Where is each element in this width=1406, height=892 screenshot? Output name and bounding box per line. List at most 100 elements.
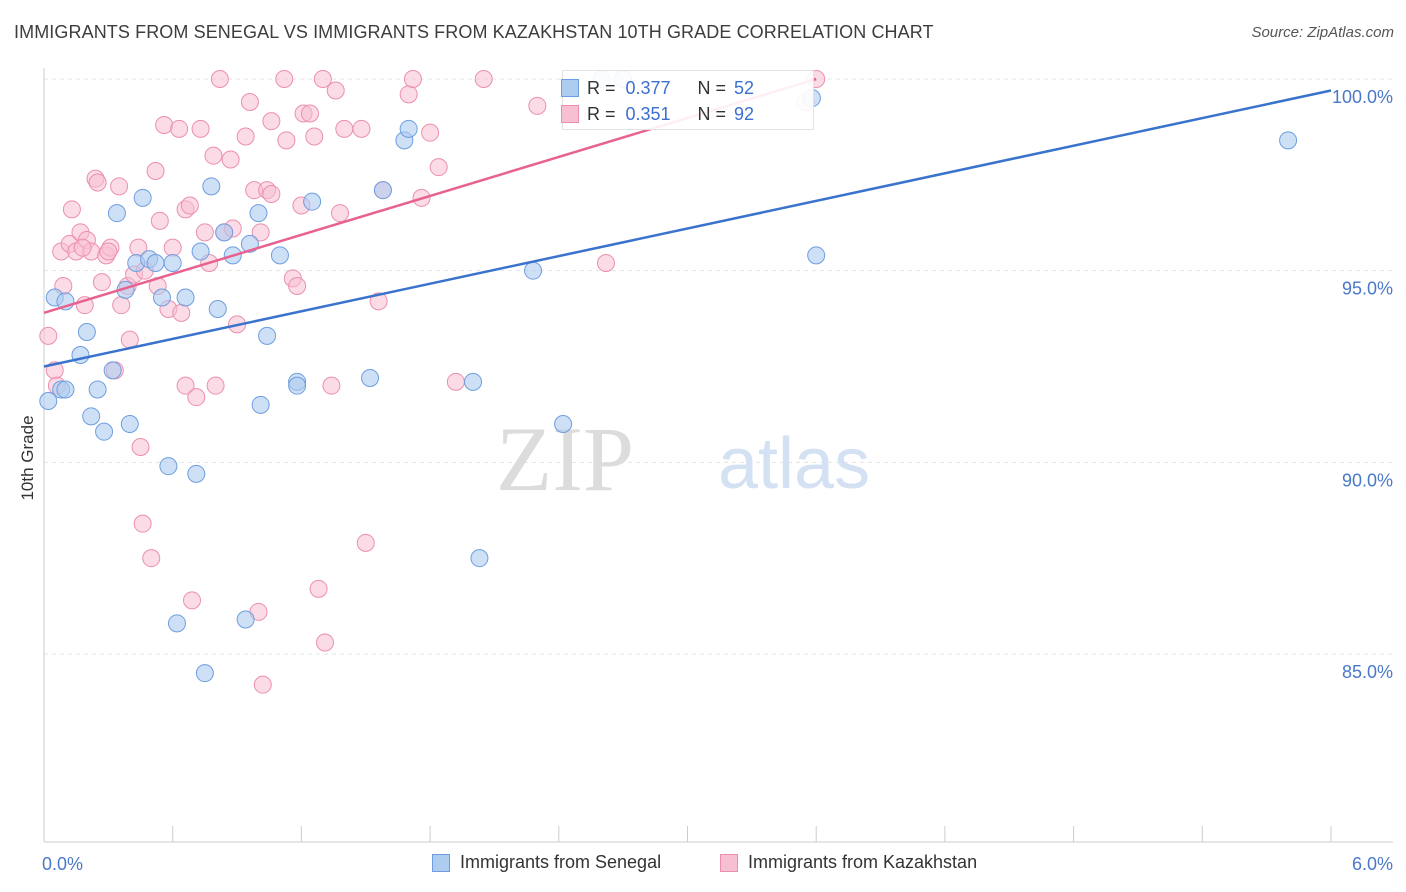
x-tick-label: 0.0% [42,854,83,874]
kazakhstan-point [131,438,150,456]
stats-row-senegal: R = 0.377 N = 52 [561,75,754,101]
senegal-point [187,464,206,483]
stats-n-label: N = [697,77,727,98]
senegal-point [146,254,165,272]
kazakhstan-point [446,372,465,391]
senegal-point [373,181,392,200]
senegal-point [399,119,418,138]
kazakhstan-point [322,376,341,395]
kazakhstan-point [331,204,350,223]
kazakhstan-point [180,196,199,215]
senegal-point [88,380,107,399]
stats-n-label: N = [697,103,727,124]
kazakhstan-point [253,675,272,694]
y-tick-label: 100.0% [1332,87,1393,107]
kazakhstan-point [170,119,189,138]
kazakhstan-point [277,131,296,150]
watermark-atlas: atlas [718,424,870,504]
stats-swatch-senegal [561,79,579,97]
legend-swatch-kazakhstan [720,853,738,872]
senegal-point [208,300,227,318]
stats-r-label: R = [587,103,616,124]
senegal-point [159,457,178,476]
y-tick-label: 90.0% [1342,470,1393,490]
kazakhstan-point [429,158,448,177]
kazakhstan-point [163,238,182,257]
senegal-point [56,380,75,399]
kazakhstan-point [133,514,152,533]
senegal-point [95,422,114,441]
kazakhstan-point [300,104,319,123]
senegal-point [163,254,182,272]
senegal-point [464,372,482,391]
kazakhstan-point [176,376,195,395]
kazakhstan-point [596,254,615,272]
y-tick-label: 85.0% [1342,662,1393,682]
kazakhstan-point [275,70,294,88]
watermark: ZIP atlas [496,408,870,510]
kazakhstan-point [352,119,371,138]
kazakhstan-point [251,223,270,242]
kazakhstan-point [240,93,259,111]
kazakhstan-point [528,96,547,115]
kazakhstan-point [403,70,422,88]
senegal-point [202,177,221,196]
kazakhstan-point [150,211,169,230]
kazakhstan-point [195,223,214,242]
kazakhstan-point [262,112,281,131]
senegal-point [152,288,171,307]
legend: Immigrants from Senegal Immigrants from … [0,852,1406,878]
kazakhstan-point [309,579,328,598]
kazakhstan-point [288,277,307,295]
senegal-point [107,204,126,223]
kazakhstan-point [142,549,161,568]
y-tick-label: 95.0% [1342,279,1393,299]
kazakhstan-point [421,123,440,142]
senegal-point [120,415,139,433]
senegal-point [249,204,268,223]
senegal-point [251,395,270,414]
kazakhstan-point [474,70,493,88]
kazakhstan-point [236,127,255,146]
senegal-point [167,614,186,633]
senegal-points [39,70,1298,683]
senegal-point [554,415,573,433]
senegal-point [807,246,826,265]
kazakhstan-point [73,238,92,257]
senegal-point [39,392,58,410]
kazakhstan-point [187,388,206,407]
stats-r-value-kazakhstan: 0.351 [625,103,671,124]
kazakhstan-point [191,119,210,138]
kazakhstan-point [313,70,332,88]
kazakhstan-point [315,633,334,652]
senegal-point [77,323,96,341]
legend-item-kazakhstan[interactable]: Immigrants from Kazakhstan [720,852,977,873]
kazakhstan-point [356,533,375,552]
kazakhstan-point [172,303,191,322]
chart-title: IMMIGRANTS FROM SENEGAL VS IMMIGRANTS FR… [14,22,934,42]
kazakhstan-point [110,177,129,196]
kazakhstan-point [88,173,107,192]
senegal-point [195,664,214,683]
legend-label-senegal: Immigrants from Senegal [460,852,662,872]
kazakhstan-point [369,292,388,311]
kazakhstan-point [155,116,174,134]
tick-labels: 85.0% 90.0% 95.0% 100.0% 0.0% 6.0% [42,87,1393,874]
kazakhstan-point [399,85,418,104]
senegal-point [133,188,152,207]
kazakhstan-point [39,326,58,345]
x-tick-label: 6.0% [1352,854,1393,874]
kazakhstan-point [262,185,281,203]
senegal-point [288,376,307,395]
stats-row-kazakhstan: R = 0.351 N = 92 [561,101,754,127]
stats-r-value-senegal: 0.377 [625,77,671,98]
senegal-point [361,369,380,387]
stats-box: R = 0.377 N = 52 R = 0.351 N = 92 [561,70,814,130]
senegal-point [82,407,101,426]
senegal-point [524,261,543,280]
kazakhstan-point [305,127,324,146]
stats-r-label: R = [587,77,616,98]
senegal-trend-line [43,89,1332,368]
y-axis-title: 10th Grade [18,415,37,501]
legend-item-senegal[interactable]: Immigrants from Senegal [432,852,661,873]
